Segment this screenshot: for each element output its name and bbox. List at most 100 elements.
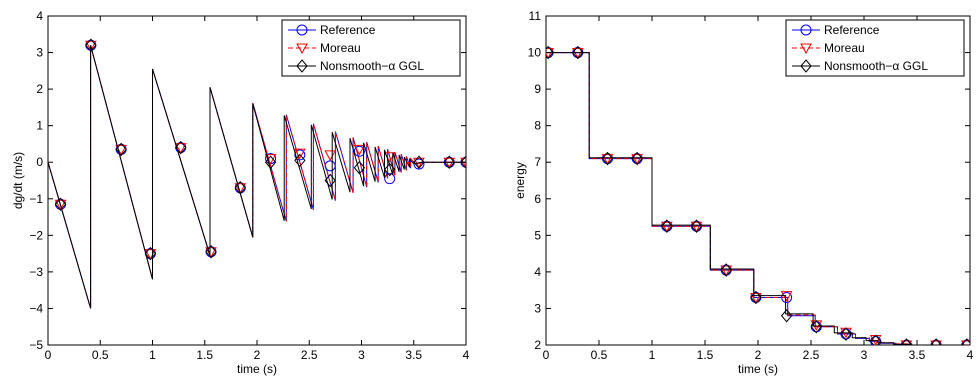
- data-point-1: [930, 339, 942, 345]
- x-tick-label: 1: [149, 348, 156, 362]
- legend: Reference Moreau Nonsmooth−α GGL: [785, 19, 965, 77]
- x-tick-label: 3: [861, 348, 868, 362]
- x-tick-label: 3.5: [909, 348, 926, 362]
- data-point-2: [174, 143, 187, 154]
- x-tick-label: 0: [45, 348, 52, 362]
- legend-marker-3: [296, 59, 308, 73]
- data-point-3: [460, 155, 466, 170]
- y-tick-label: 11: [529, 9, 542, 23]
- data-point-3: [384, 162, 396, 177]
- y-axis-label: energy: [513, 162, 527, 199]
- data-point-3: [840, 327, 852, 341]
- data-point-3: [443, 155, 455, 170]
- data-point-2: [234, 183, 247, 194]
- data-point-1: [353, 145, 365, 157]
- data-point-3: [353, 160, 366, 175]
- y-tick-label: 3: [36, 46, 43, 60]
- data-point-3: [690, 219, 703, 233]
- x-tick-label: 1.5: [697, 348, 714, 362]
- data-point-3: [234, 181, 246, 195]
- x-tick-label: 0: [543, 348, 550, 362]
- data-point-3: [85, 38, 97, 53]
- data-point-2: [443, 157, 456, 169]
- legend-marker-1: [296, 24, 308, 36]
- legend: Reference Moreau Nonsmooth−α GGL: [281, 19, 461, 77]
- x-tick-label: 2: [254, 348, 261, 362]
- legend-label-2: Moreau: [320, 41, 361, 55]
- data-point-3: [631, 151, 643, 166]
- series-group: [546, 45, 970, 345]
- data-point-3: [870, 334, 882, 345]
- data-point-2: [720, 265, 733, 277]
- data-point-3: [750, 290, 762, 305]
- y-tick-label: 5: [534, 228, 541, 242]
- x-tick-label: 0.5: [92, 348, 109, 362]
- data-point-3: [930, 338, 942, 345]
- data-point-2: [631, 154, 644, 165]
- y-tick-label: 1: [36, 119, 43, 133]
- x-tick-label: 2: [755, 348, 762, 362]
- legend-label-3: Nonsmooth−α GGL: [320, 59, 424, 73]
- legend-label-3: Nonsmooth−α GGL: [824, 59, 928, 73]
- legend-box: [785, 19, 965, 77]
- x-tick-label: 3.5: [405, 348, 422, 362]
- data-point-3: [780, 308, 793, 323]
- y-tick-label: −4: [29, 301, 43, 315]
- y-tick-label: −3: [29, 265, 43, 279]
- y-tick-label: 8: [534, 119, 541, 133]
- data-point-1: [294, 149, 306, 161]
- data-point-3: [546, 45, 554, 60]
- data-point-3: [961, 338, 970, 345]
- x-tick-label: 3: [358, 348, 365, 362]
- data-point-2: [293, 148, 306, 160]
- legend-box: [281, 19, 461, 77]
- data-point-1: [900, 339, 912, 345]
- chart-1: 0 0.5 1 1.5 2 2.5 3 3.5 4 −5 −4 −3 −2 −1 0 1 2 3 4 time (s)…: [11, 9, 470, 376]
- data-point-2: [690, 221, 703, 233]
- y-tick-label: 10: [528, 46, 542, 60]
- data-point-3: [900, 338, 913, 345]
- data-point-2: [780, 291, 793, 302]
- data-point-3: [661, 219, 673, 233]
- data-point-3: [175, 140, 187, 155]
- legend-label-2: Moreau: [824, 41, 865, 55]
- x-tick-label: 2.5: [301, 348, 318, 362]
- data-point-3: [205, 245, 217, 259]
- legend-marker-1: [800, 24, 812, 36]
- legend-label-1: Reference: [824, 23, 880, 37]
- legend-label-1: Reference: [320, 23, 376, 37]
- series-group: [48, 38, 466, 309]
- y-tick-label: 6: [534, 192, 541, 206]
- x-axis-label: time (s): [237, 362, 277, 376]
- data-point-2: [750, 292, 762, 304]
- y-tick-label: 2: [36, 82, 43, 96]
- data-point-3: [810, 319, 822, 334]
- data-point-2: [84, 40, 97, 52]
- y-tick-label: 4: [36, 9, 43, 23]
- x-tick-label: 0.5: [591, 348, 608, 362]
- x-tick-label: 2.5: [803, 348, 820, 362]
- y-axis-label: dg/dt (m/s): [11, 152, 25, 209]
- series-line-3: [546, 52, 970, 345]
- data-point-3: [144, 246, 157, 261]
- data-point-1: [961, 339, 970, 345]
- y-tick-label: 0: [36, 155, 43, 169]
- data-point-2: [54, 199, 67, 211]
- data-point-3: [264, 155, 277, 170]
- chart-2: 0 0.5 1 1.5 2 2.5 3 3.5 4 2 3 4 5 6 7 8 9 10 11 time (s) ene…: [513, 9, 974, 376]
- data-point-2: [601, 154, 614, 165]
- data-point-2: [960, 340, 970, 345]
- data-point-3: [324, 173, 336, 188]
- data-point-2: [930, 340, 942, 345]
- data-point-3: [294, 153, 306, 168]
- data-point-3: [720, 263, 732, 277]
- legend-marker-3: [800, 59, 812, 73]
- x-tick-label: 1: [649, 348, 656, 362]
- data-point-3: [115, 142, 127, 157]
- data-point-2: [460, 157, 466, 169]
- data-point-3: [413, 155, 425, 170]
- y-tick-label: 4: [534, 265, 541, 279]
- y-tick-label: 7: [534, 155, 541, 169]
- y-tick-label: −5: [29, 338, 43, 352]
